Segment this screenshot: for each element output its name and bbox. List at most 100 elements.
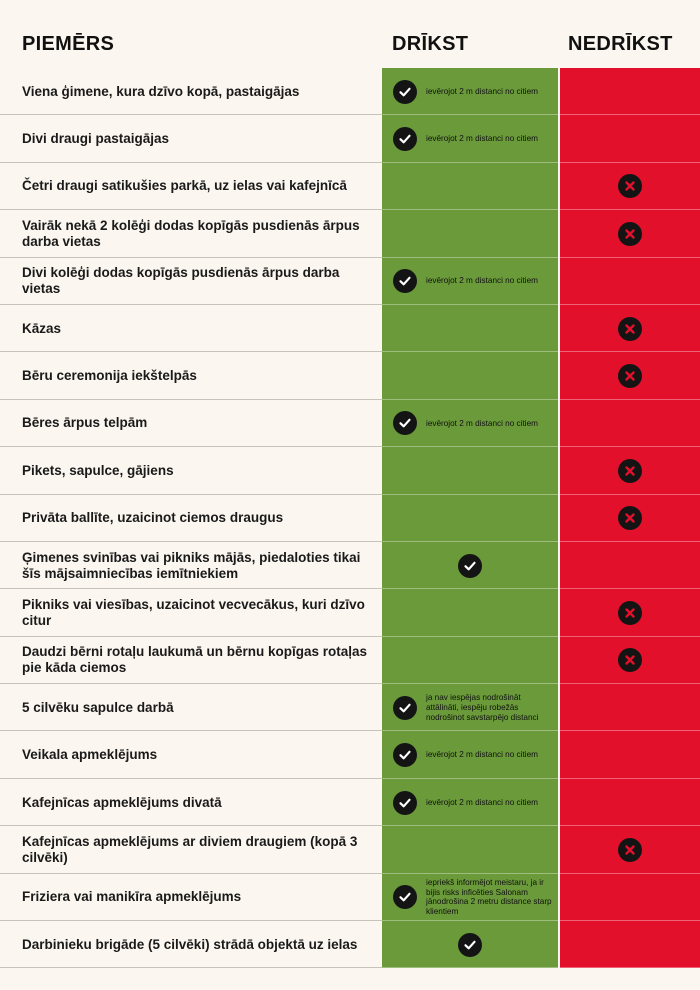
allowed-cell: ievērojot 2 m distanci no citiem bbox=[382, 731, 558, 779]
example-text: Pikets, sapulce, gājiens bbox=[22, 462, 174, 478]
forbidden-cell bbox=[560, 684, 700, 732]
forbidden-cell bbox=[560, 68, 700, 116]
example-text: Privāta ballīte, uzaicinot ciemos draugu… bbox=[22, 510, 284, 526]
allowed-cell bbox=[382, 447, 558, 495]
example-text: 5 cilvēku sapulce darbā bbox=[22, 699, 174, 715]
example-cell: Viena ģimene, kura dzīvo kopā, pastaigāj… bbox=[0, 68, 382, 116]
table-row: Kafejnīcas apmeklējums divatā ievērojot 2… bbox=[0, 778, 700, 827]
cross-icon bbox=[618, 174, 642, 199]
example-cell: Ģimenes svinības vai pikniks mājās, pied… bbox=[0, 541, 382, 590]
check-icon bbox=[393, 127, 417, 152]
allowed-cell: ievērojot 2 m distanci no citiem bbox=[382, 115, 558, 163]
table-row: Viena ģimene, kura dzīvo kopā, pastaigāj… bbox=[0, 68, 700, 116]
example-cell: Bēres ārpus telpām bbox=[0, 399, 382, 448]
example-cell: Divi draugi pastaigājas bbox=[0, 115, 382, 163]
check-icon bbox=[393, 743, 417, 768]
example-text: Kafejnīcas apmeklējums divatā bbox=[22, 794, 222, 810]
cross-icon bbox=[618, 316, 642, 341]
allowed-note: ievērojot 2 m distanci no citiem bbox=[426, 134, 538, 144]
example-text: Bēres ārpus telpām bbox=[22, 415, 148, 431]
allowed-cell: iepriekš informējot meistaru, ja ir biji… bbox=[382, 873, 558, 922]
allowed-note: ievērojot 2 m distanci no citiem bbox=[426, 750, 538, 760]
allowed-cell: ievērojot 2 m distanci no citiem bbox=[382, 257, 558, 305]
forbidden-cell bbox=[560, 778, 700, 827]
forbidden-cell bbox=[560, 921, 700, 969]
example-cell: Bēru ceremonija iekštelpās bbox=[0, 352, 382, 400]
allowed-note: ievērojot 2 m distanci no citiem bbox=[426, 86, 538, 96]
example-cell: Kafejnīcas apmeklējums ar diviem draugie… bbox=[0, 826, 382, 874]
forbidden-cell bbox=[560, 304, 700, 353]
table-row: Vairāk nekā 2 kolēģi dodas kopīgās pusdi… bbox=[0, 210, 700, 258]
example-cell: Pikets, sapulce, gājiens bbox=[0, 447, 382, 495]
example-text: Veikala apmeklējums bbox=[22, 747, 158, 763]
allowed-cell bbox=[382, 162, 558, 211]
allowed-note: ievērojot 2 m distanci no citiem bbox=[426, 418, 538, 428]
example-cell: Četri draugi satikušies parkā, uz ielas … bbox=[0, 162, 382, 211]
table-row: Divi kolēģi dodas kopīgās pusdienās ārpu… bbox=[0, 257, 700, 305]
allowed-cell bbox=[382, 589, 558, 637]
forbidden-cell bbox=[560, 731, 700, 779]
example-cell: Veikala apmeklējums bbox=[0, 731, 382, 779]
table-row: Friziera vai manikīra apmeklējums iepriek… bbox=[0, 873, 700, 922]
allowed-note: ievērojot 2 m distanci no citiem bbox=[426, 797, 538, 807]
example-text: Divi kolēģi dodas kopīgās pusdienās ārpu… bbox=[22, 265, 340, 297]
forbidden-cell bbox=[560, 541, 700, 590]
check-icon bbox=[458, 932, 482, 957]
table-row: Divi draugi pastaigājas ievērojot 2 m dis… bbox=[0, 115, 700, 163]
forbidden-cell bbox=[560, 636, 700, 685]
forbidden-cell bbox=[560, 352, 700, 400]
example-text: Kafejnīcas apmeklējums ar diviem draugie… bbox=[22, 833, 358, 865]
table-row: Veikala apmeklējums ievērojot 2 m distanc… bbox=[0, 731, 700, 779]
example-text: Četri draugi satikušies parkā, uz ielas … bbox=[22, 178, 347, 194]
example-text: Viena ģimene, kura dzīvo kopā, pastaigāj… bbox=[22, 83, 300, 99]
allowed-note: iepriekš informējot meistaru, ja ir biji… bbox=[426, 878, 552, 916]
allowed-note: ja nav iespējas nodrošināt attālināti, i… bbox=[426, 693, 539, 722]
check-icon bbox=[393, 411, 417, 436]
forbidden-cell bbox=[560, 162, 700, 211]
allowed-cell bbox=[382, 304, 558, 353]
allowed-cell bbox=[382, 636, 558, 685]
example-text: Friziera vai manikīra apmeklējums bbox=[22, 889, 242, 905]
example-cell: Kāzas bbox=[0, 304, 382, 353]
forbidden-cell bbox=[560, 589, 700, 637]
cross-icon bbox=[618, 458, 642, 483]
allowed-cell bbox=[382, 541, 558, 590]
example-cell: Friziera vai manikīra apmeklējums bbox=[0, 873, 382, 922]
cross-icon bbox=[618, 221, 642, 246]
cross-icon bbox=[618, 837, 642, 862]
forbidden-cell bbox=[560, 399, 700, 448]
column-header-allowed: DRĪKST bbox=[392, 33, 469, 55]
example-cell: Darbinieku brigāde (5 cilvēki) strādā ob… bbox=[0, 921, 382, 969]
cross-icon bbox=[618, 364, 642, 389]
forbidden-cell bbox=[560, 210, 700, 258]
forbidden-cell bbox=[560, 826, 700, 874]
table-row: Pikniks vai viesības, uzaicinot vecvecāk… bbox=[0, 589, 700, 637]
allowed-note: ievērojot 2 m distanci no citiem bbox=[426, 276, 538, 286]
example-text: Daudzi bērni rotaļu laukumā un bērnu kop… bbox=[22, 644, 368, 676]
table-row: 5 cilvēku sapulce darbā ja nav iespējas n… bbox=[0, 684, 700, 732]
rules-table: Viena ģimene, kura dzīvo kopā, pastaigāj… bbox=[0, 68, 700, 969]
forbidden-cell bbox=[560, 447, 700, 495]
example-cell: Vairāk nekā 2 kolēģi dodas kopīgās pusdi… bbox=[0, 210, 382, 258]
table-row: Bēru ceremonija iekštelpās bbox=[0, 352, 700, 400]
column-header-forbidden: NEDRĪKST bbox=[568, 33, 673, 55]
forbidden-cell bbox=[560, 873, 700, 922]
forbidden-cell bbox=[560, 257, 700, 305]
allowed-cell bbox=[382, 210, 558, 258]
check-icon bbox=[393, 790, 417, 815]
table-header: PIEMĒRS DRĪKST NEDRĪKST bbox=[0, 0, 700, 68]
table-row: Daudzi bērni rotaļu laukumā un bērnu kop… bbox=[0, 636, 700, 685]
example-text: Ģimenes svinības vai pikniks mājās, pied… bbox=[22, 549, 361, 581]
example-cell: Kafejnīcas apmeklējums divatā bbox=[0, 778, 382, 827]
table-row: Privāta ballīte, uzaicinot ciemos draugu… bbox=[0, 494, 700, 542]
check-icon bbox=[393, 885, 417, 910]
column-header-examples: PIEMĒRS bbox=[22, 33, 115, 55]
allowed-cell bbox=[382, 352, 558, 400]
example-cell: 5 cilvēku sapulce darbā bbox=[0, 684, 382, 732]
example-cell: Daudzi bērni rotaļu laukumā un bērnu kop… bbox=[0, 636, 382, 685]
example-cell: Pikniks vai viesības, uzaicinot vecvecāk… bbox=[0, 589, 382, 637]
table-row: Pikets, sapulce, gājiens bbox=[0, 447, 700, 495]
check-icon bbox=[393, 269, 417, 294]
example-cell: Divi kolēģi dodas kopīgās pusdienās ārpu… bbox=[0, 257, 382, 305]
example-text: Vairāk nekā 2 kolēģi dodas kopīgās pusdi… bbox=[22, 217, 360, 249]
